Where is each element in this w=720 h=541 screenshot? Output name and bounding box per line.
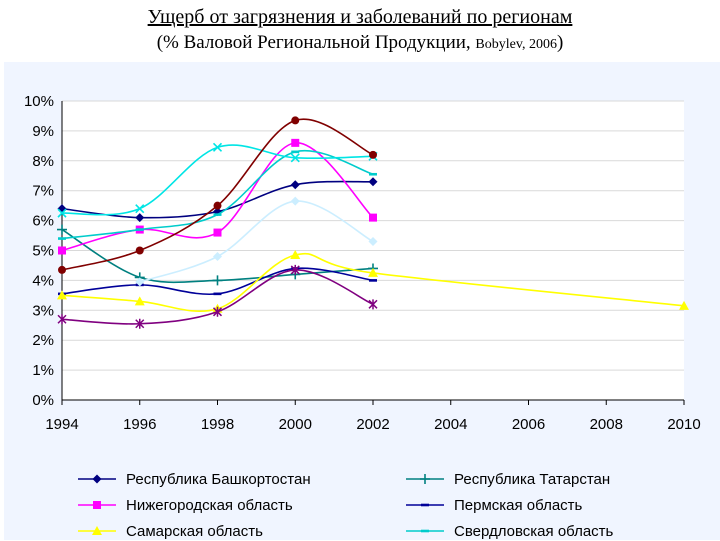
legend-swatch (406, 474, 444, 484)
data-point (212, 306, 223, 317)
y-tick-label: 6% (32, 213, 54, 230)
series-9 (57, 264, 378, 329)
data-point (368, 299, 378, 310)
data-point (57, 290, 67, 300)
data-point (290, 153, 300, 163)
y-tick-label: 4% (32, 272, 54, 289)
data-point (58, 237, 66, 240)
y-tick-label: 9% (32, 123, 54, 140)
legend-marker (92, 526, 102, 535)
legend-label: Республика Башкортостан (126, 470, 311, 488)
legend-label: Самарская область (126, 522, 263, 540)
data-point (57, 208, 67, 218)
data-point (290, 264, 300, 275)
x-tick-label: 2008 (590, 416, 623, 433)
data-point (369, 150, 377, 159)
slide-title: Ущерб от загрязнения и заболеваний по ре… (0, 4, 720, 58)
data-point (57, 224, 67, 235)
data-point (290, 249, 301, 259)
y-tick-label: 1% (32, 362, 54, 379)
data-point (135, 318, 145, 329)
data-point (290, 196, 300, 206)
legend-marker (92, 474, 102, 484)
title-subtitle: (% Валовой Региональной Продукции, Bobyl… (0, 30, 720, 58)
legend-swatch (78, 474, 116, 484)
legend-label: Пермская область (454, 496, 583, 514)
legend-item: Свердловская область (404, 521, 613, 541)
data-point (213, 213, 222, 216)
legend-marker (421, 503, 429, 507)
legend-item: Республика Башкортостан (76, 469, 311, 489)
data-point (369, 279, 377, 282)
data-point (291, 116, 300, 125)
y-tick-label: 3% (32, 302, 54, 319)
y-tick-label: 2% (32, 332, 54, 349)
y-tick-label: 7% (32, 183, 54, 200)
chart-area: 0% 1% 2% 3% 4% 5% 6% 7% 8% 9% 10% 1994 1996 1998 2000 2… (4, 62, 720, 540)
data-point (57, 314, 67, 325)
data-point (213, 251, 222, 261)
data-point (213, 201, 222, 210)
data-point (58, 265, 66, 274)
line-chart: 0% 1% 2% 3% 4% 5% 6% 7% 8% 9% 10% 1994 1996 1998 2000 2… (24, 93, 701, 433)
x-tick-label: 2010 (667, 416, 700, 433)
citation: Bobylev, 2006 (475, 37, 557, 52)
series-7 (135, 196, 378, 287)
subtitle-text: (% Валовой Региональной Продукции, (156, 32, 471, 53)
legend-swatch (406, 529, 444, 533)
data-point (290, 180, 300, 190)
legend-item: Республика Татарстан (404, 469, 610, 489)
data-point (291, 150, 300, 154)
y-tick-label: 8% (32, 153, 54, 170)
data-point (135, 246, 144, 255)
data-point (369, 172, 377, 176)
legend-item: Самарская область (76, 521, 263, 541)
y-tick-label: 0% (32, 392, 54, 409)
legend-marker (420, 474, 430, 484)
legend-swatch (406, 503, 444, 507)
x-tick-label: 1998 (201, 416, 234, 433)
data-point (135, 228, 144, 231)
data-point (58, 246, 66, 255)
title-main: Ущерб от загрязнения и заболеваний по ре… (147, 6, 573, 28)
data-point (135, 204, 145, 214)
data-point (213, 292, 222, 296)
legend-label: Нижегородская область (126, 496, 293, 514)
legend-swatch (78, 526, 116, 535)
subtitle-close: ) (556, 32, 564, 53)
series-8 (58, 116, 377, 274)
legend-marker (421, 529, 429, 533)
data-point (135, 213, 145, 223)
data-point (213, 228, 222, 237)
x-tick-label: 1996 (123, 416, 156, 433)
y-tick-label: 10% (24, 93, 54, 110)
series-line (61, 118, 374, 271)
legend-item: Пермская область (404, 495, 582, 515)
data-point (679, 300, 689, 310)
x-tick-label: 2000 (279, 416, 312, 433)
legend-item: Нижегородская область (76, 495, 293, 515)
data-point (368, 177, 378, 187)
data-point (134, 296, 145, 306)
legend-label: Свердловская область (454, 522, 614, 540)
data-point (291, 138, 300, 147)
data-point (368, 237, 378, 247)
series-5 (58, 149, 377, 240)
series-line (139, 200, 374, 283)
data-point (369, 213, 377, 222)
data-point (212, 275, 223, 286)
x-tick-label: 2002 (356, 416, 389, 433)
x-tick-label: 2006 (512, 416, 545, 433)
data-point (135, 277, 145, 287)
y-tick-label: 5% (32, 243, 54, 260)
data-point (212, 142, 223, 152)
x-tick-label: 2004 (434, 416, 467, 433)
legend-marker (93, 501, 101, 509)
x-tick-label: 1994 (45, 416, 78, 433)
data-point (368, 267, 378, 277)
legend-swatch (78, 501, 116, 509)
legend-label: Республика Татарстан (454, 470, 611, 488)
